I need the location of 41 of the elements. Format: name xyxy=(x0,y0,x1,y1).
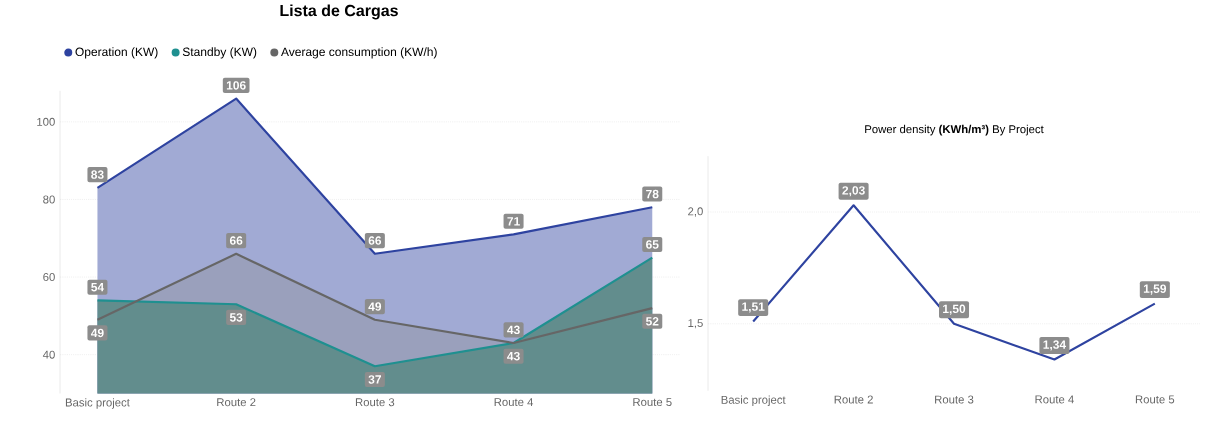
y-tick-label: 1,5 xyxy=(688,318,703,329)
data-label: 78 xyxy=(646,189,659,199)
data-label: 66 xyxy=(368,236,382,245)
data-label: 83 xyxy=(91,170,104,179)
data-label: 37 xyxy=(368,375,382,384)
data-label: 65 xyxy=(646,239,659,249)
data-label: 49 xyxy=(90,328,104,337)
data-label: 53 xyxy=(229,312,243,322)
data-label: 106 xyxy=(226,80,246,90)
data-label: 66 xyxy=(229,236,243,245)
chart-title: Power density (KWh/m³) By Project xyxy=(865,124,1044,136)
data-label: 1,51 xyxy=(742,302,765,313)
y-tick-label: 2,0 xyxy=(688,207,703,217)
x-tick-label: Route 3 xyxy=(355,397,395,406)
legend-label: Average consumption (KW/h) xyxy=(281,47,437,59)
x-tick-label: Route 2 xyxy=(217,397,256,406)
data-label: 1,59 xyxy=(1143,284,1167,295)
y-tick-label: 60 xyxy=(43,272,55,281)
x-tick-label: Route 5 xyxy=(1135,395,1175,404)
data-label: 43 xyxy=(507,325,520,334)
data-label: 54 xyxy=(91,282,105,292)
data-label: 71 xyxy=(507,216,520,226)
chart-title: Lista de Cargas xyxy=(280,4,398,20)
data-label: 49 xyxy=(368,302,382,311)
x-tick-label: Route 5 xyxy=(633,397,672,406)
y-tick-label: 100 xyxy=(37,117,55,126)
y-tick-label: 80 xyxy=(43,195,55,204)
data-label: 1,50 xyxy=(943,304,966,315)
x-tick-label: Route 3 xyxy=(935,395,974,404)
x-tick-label: Route 4 xyxy=(1035,395,1074,404)
x-tick-label: Route 2 xyxy=(834,395,873,404)
x-tick-label: Route 4 xyxy=(494,397,534,406)
data-label: 52 xyxy=(645,316,659,326)
x-tick-label: Basic project xyxy=(721,395,786,406)
data-label: 2,03 xyxy=(842,185,865,197)
y-tick-label: 40 xyxy=(42,350,55,359)
legend-label: Standby (KW) xyxy=(182,47,257,59)
data-label: 1,34 xyxy=(1043,340,1067,351)
legend-label: Operation (KW) xyxy=(75,47,158,59)
x-tick-label: Basic project xyxy=(65,397,130,409)
data-label: 43 xyxy=(507,351,520,361)
